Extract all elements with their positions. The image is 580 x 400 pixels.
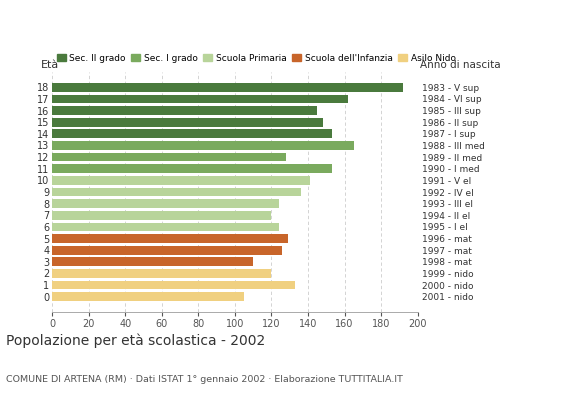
Text: Anno di nascita: Anno di nascita xyxy=(420,60,501,70)
Bar xyxy=(52,246,282,254)
Bar xyxy=(52,258,253,266)
Text: COMUNE DI ARTENA (RM) · Dati ISTAT 1° gennaio 2002 · Elaborazione TUTTITALIA.IT: COMUNE DI ARTENA (RM) · Dati ISTAT 1° ge… xyxy=(6,375,403,384)
Bar xyxy=(52,106,317,115)
Bar xyxy=(52,141,354,150)
Bar xyxy=(52,153,286,162)
Bar xyxy=(52,83,403,92)
Bar xyxy=(52,292,244,301)
Bar xyxy=(52,269,271,278)
Bar xyxy=(52,281,295,290)
Bar xyxy=(52,211,271,220)
Bar xyxy=(52,222,279,231)
Bar xyxy=(52,130,332,138)
Bar xyxy=(52,234,288,243)
Legend: Sec. II grado, Sec. I grado, Scuola Primaria, Scuola dell'Infanzia, Asilo Nido: Sec. II grado, Sec. I grado, Scuola Prim… xyxy=(57,54,455,63)
Text: Età: Età xyxy=(41,60,59,70)
Bar xyxy=(52,176,310,185)
Text: Popolazione per età scolastica - 2002: Popolazione per età scolastica - 2002 xyxy=(6,334,265,348)
Bar xyxy=(52,118,322,126)
Bar xyxy=(52,188,300,196)
Bar xyxy=(52,164,332,173)
Bar xyxy=(52,199,279,208)
Bar xyxy=(52,94,348,103)
